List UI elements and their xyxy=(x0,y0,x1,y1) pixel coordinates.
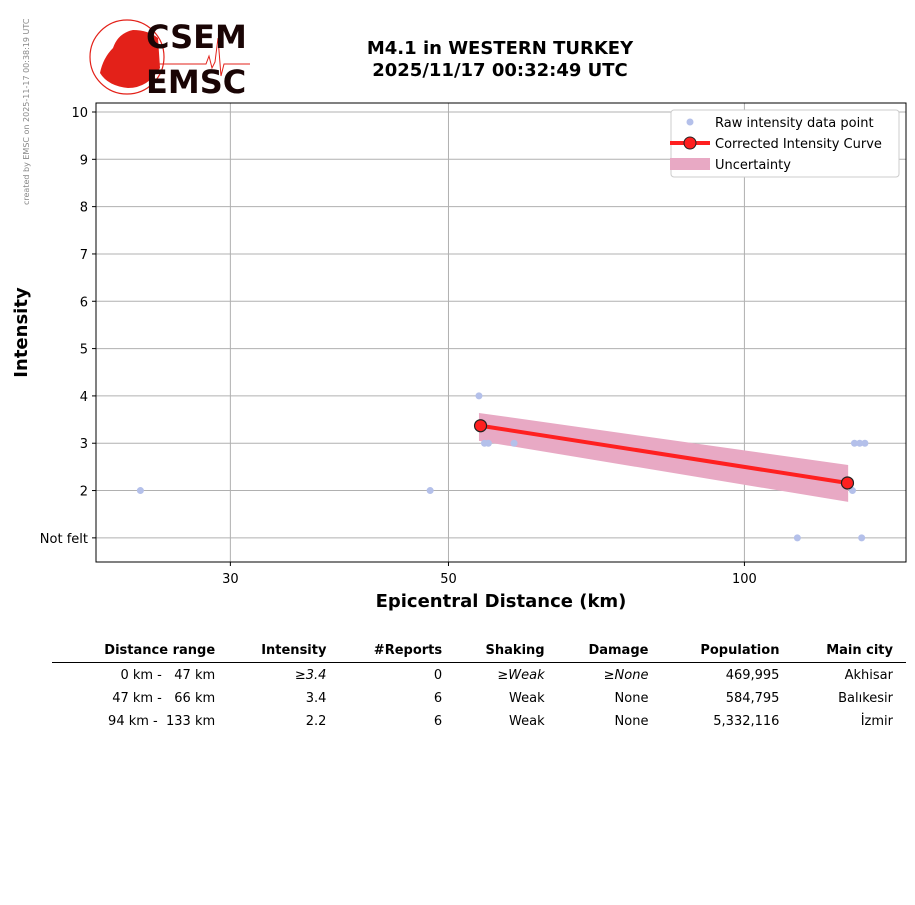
legend-label: Raw intensity data point xyxy=(715,116,874,131)
x-tick-label: 100 xyxy=(732,572,757,587)
table-header-row: Distance range Intensity #Reports Shaking Da… xyxy=(52,640,906,663)
title-line-2: 2025/11/17 00:32:49 UTC xyxy=(372,60,628,81)
svg-text:CSEM: CSEM xyxy=(146,18,247,56)
raw-data-point xyxy=(848,487,856,495)
y-tick-label: 2 xyxy=(80,485,88,500)
emsc-logo: CSEM EMSC xyxy=(89,18,250,98)
raw-data-point xyxy=(850,439,858,447)
table-cell: 6 xyxy=(433,691,443,706)
legend-label: Uncertainty xyxy=(715,158,791,173)
table-cell: Balıkesir xyxy=(838,691,893,706)
table-cell: 5,332,116 xyxy=(713,714,780,729)
x-tick-label: 50 xyxy=(440,572,457,587)
title-line-1: M4.1 in WESTERN TURKEY xyxy=(366,38,634,59)
y-tick-label: Not felt xyxy=(40,532,88,547)
legend-label: Corrected Intensity Curve xyxy=(715,137,882,152)
corrected-intensity-marker xyxy=(840,476,855,490)
legend-curve-marker xyxy=(683,136,697,150)
raw-data-point xyxy=(856,439,864,447)
x-tick-label: 30 xyxy=(222,572,239,587)
table-cell: 47 km - 66 km xyxy=(112,691,216,706)
chart-title: M4.1 in WESTERN TURKEY 2025/11/17 00:32:… xyxy=(300,38,700,82)
y-tick-label: 7 xyxy=(80,248,88,263)
table-cell: Weak xyxy=(509,691,545,706)
legend-uncertainty-swatch xyxy=(670,158,710,170)
column-header: Damage xyxy=(557,640,662,663)
y-tick-label: 10 xyxy=(71,106,88,121)
raw-data-point xyxy=(484,439,492,447)
table-cell: ≥None xyxy=(603,668,649,683)
y-tick-label: 9 xyxy=(80,153,88,168)
corrected-intensity-marker xyxy=(473,419,488,433)
raw-data-point xyxy=(136,487,144,495)
y-tick-label: 5 xyxy=(80,343,88,358)
table-cell: 0 xyxy=(433,668,443,683)
table-row: 47 km - 66 km 3.4 6 Weak None 584,795 Balıkesi… xyxy=(52,686,906,709)
table-cell: Akhisar xyxy=(844,668,893,683)
column-header: Intensity xyxy=(228,640,340,663)
table-cell: 584,795 xyxy=(725,691,780,706)
table-cell: None xyxy=(614,691,649,706)
raw-data-point xyxy=(861,439,869,447)
table-cell: 0 km - 47 km xyxy=(120,668,216,683)
x-axis-label: Epicentral Distance (km) xyxy=(376,591,627,612)
table-cell: 94 km - 133 km xyxy=(108,714,216,729)
table-cell: ≥Weak xyxy=(497,668,545,683)
column-header: #Reports xyxy=(339,640,456,663)
plot-frame xyxy=(95,102,907,563)
raw-data-point xyxy=(475,392,483,400)
table-cell: Weak xyxy=(509,714,545,729)
table-cell: İzmir xyxy=(860,714,893,729)
table-cell: 3.4 xyxy=(305,691,327,706)
y-tick-label: 6 xyxy=(80,295,88,310)
table-cell: 469,995 xyxy=(725,668,780,683)
column-header: Population xyxy=(661,640,793,663)
table-cell: None xyxy=(614,714,649,729)
table-cell: 6 xyxy=(433,714,443,729)
svg-text:EMSC: EMSC xyxy=(146,63,246,98)
column-header: Distance range xyxy=(52,640,229,663)
raw-data-point xyxy=(510,439,518,447)
table-cell: ≥3.4 xyxy=(294,668,327,683)
corrected-intensity-line xyxy=(480,423,848,485)
intensity-chart: 30 50 100 Not felt 2 3 4 5 6 7 8 9 10 Epicentral Dist… xyxy=(11,102,907,612)
table-cell: 2.2 xyxy=(305,714,327,729)
intensity-table: Distance range Intensity #Reports Shaking Da… xyxy=(52,640,906,732)
table-row: 94 km - 133 km 2.2 6 Weak None 5,332,116 İzmir xyxy=(52,709,906,732)
uncertainty-band xyxy=(478,412,849,502)
y-tick-label: 3 xyxy=(80,437,88,452)
y-tick-label: 8 xyxy=(80,201,88,216)
column-header: Shaking xyxy=(455,640,558,663)
table-row: 0 km - 47 km ≥3.4 0 ≥Weak ≥None 469,995 Akhisa… xyxy=(52,663,906,687)
column-header: Main city xyxy=(792,640,906,663)
y-tick-label: 4 xyxy=(80,390,88,405)
raw-data-point xyxy=(858,534,866,542)
raw-data-point xyxy=(793,534,801,542)
legend-raw-marker xyxy=(686,118,694,126)
y-axis-label: Intensity xyxy=(11,287,32,378)
raw-data-point xyxy=(426,487,434,495)
